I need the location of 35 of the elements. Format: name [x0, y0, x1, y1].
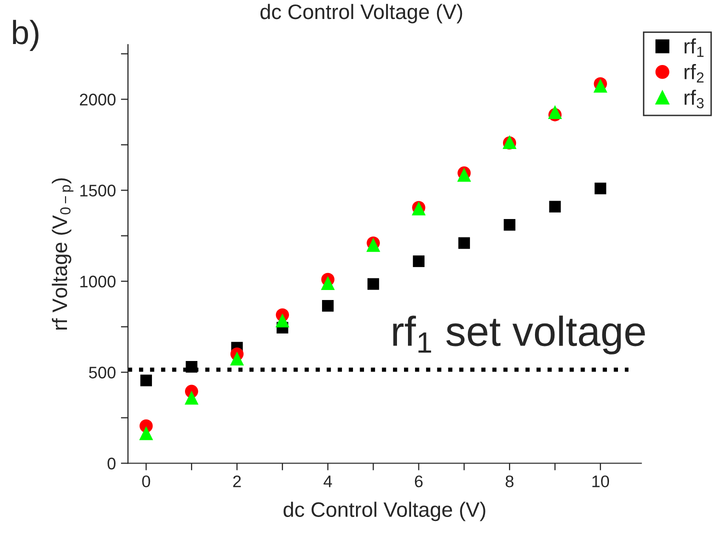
y-tick-label: 0: [108, 458, 116, 470]
y-tick-label: 2000: [80, 94, 116, 106]
point: [186, 360, 198, 373]
point: [412, 255, 425, 268]
point: [593, 78, 608, 93]
legend-label: rf$_{3}$: [684, 90, 704, 108]
x-tick-label: 2: [233, 475, 241, 488]
x-tick-label: 10: [592, 475, 610, 488]
y-tick-label: 500: [89, 366, 116, 378]
point: [594, 182, 606, 194]
point: [139, 426, 154, 440]
x-tick-label: 8: [506, 475, 514, 488]
x-tick-label: 6: [414, 475, 423, 488]
x-axis-title: dc Control Voltage (V): [284, 502, 486, 522]
point: [322, 300, 334, 312]
text: dc Control Voltage (V): [260, 4, 462, 24]
point: [548, 105, 562, 119]
point: [275, 313, 290, 328]
point: [504, 219, 516, 231]
point: [140, 374, 152, 386]
point: [458, 237, 470, 249]
point: [320, 276, 335, 290]
legend-label: rf$_{1}$: [684, 38, 704, 57]
point: [549, 200, 561, 212]
x-tick-label: 4: [324, 476, 332, 488]
point: [367, 278, 380, 290]
x-tick-label: 0: [142, 475, 150, 488]
annotation: rf$_{1}$ set voltage: [393, 316, 645, 354]
point: [184, 390, 199, 405]
y-axis-title: rf Voltage (V$_{0−p}$): [52, 178, 74, 330]
y-tick-label: 1500: [80, 184, 116, 196]
text: b): [12, 20, 38, 51]
legend-label: rf$_{2}$: [684, 64, 704, 83]
point: [230, 352, 244, 366]
y-tick-label: 1000: [80, 276, 116, 288]
